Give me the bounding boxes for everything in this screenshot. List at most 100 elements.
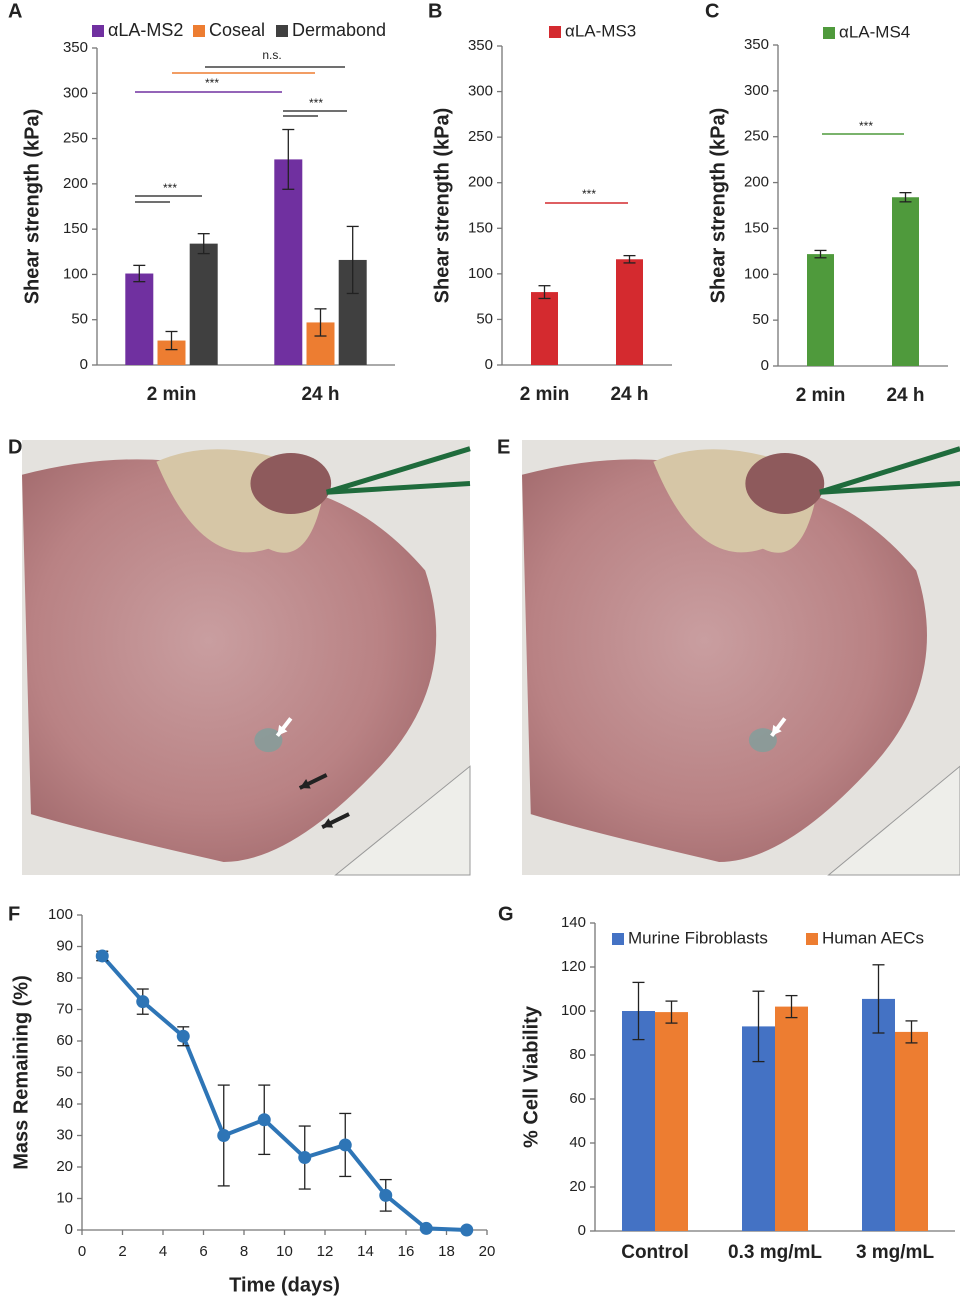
photo [522, 440, 960, 876]
y-tick-label: 350 [744, 36, 769, 53]
y-tick-label: 100 [63, 265, 88, 282]
ruler [827, 765, 960, 876]
x-tick-label: 8 [240, 1243, 248, 1260]
legend-label: Human AECs [822, 928, 924, 947]
y-tick-label: 250 [744, 128, 769, 145]
y-tick-label: 80 [56, 969, 73, 986]
y-tick-label: 50 [71, 311, 88, 328]
y-tick-label: 200 [63, 175, 88, 192]
y-tick-label: 0 [80, 356, 88, 373]
bar [655, 1012, 688, 1231]
y-tick-label: 300 [63, 84, 88, 101]
y-axis-label: Shear strength (kPa) [707, 108, 729, 304]
x-tick-label: 24 h [610, 384, 648, 405]
significance-label: *** [163, 181, 177, 195]
bar [862, 998, 895, 1231]
significance-label: n.s. [262, 48, 281, 62]
significance-label: *** [859, 119, 873, 133]
x-tick-label: 24 h [301, 384, 339, 405]
forceps [819, 446, 960, 495]
panel-label: D [8, 436, 22, 458]
legend-label: Dermabond [292, 20, 386, 40]
x-tick-label: 2 [118, 1243, 126, 1260]
data-point [419, 1221, 433, 1235]
x-tick-label: 20 [479, 1243, 496, 1260]
y-tick-label: 60 [56, 1032, 73, 1049]
y-tick-label: 10 [56, 1189, 73, 1206]
data-point [298, 1151, 312, 1165]
data-line [100, 954, 467, 1232]
y-tick-label: 0 [65, 1221, 73, 1238]
y-tick-label: 100 [561, 1002, 586, 1019]
y-tick-label: 150 [744, 219, 769, 236]
bar [616, 259, 643, 365]
bar [274, 159, 303, 365]
bar [895, 1031, 928, 1231]
x-tick-label: 2 min [147, 384, 197, 405]
significance-label: *** [205, 76, 219, 90]
sealant [254, 728, 283, 753]
bar [622, 1011, 655, 1231]
y-tick-label: 20 [569, 1178, 586, 1195]
arrow-head [771, 724, 782, 736]
legend-swatch [193, 25, 205, 37]
legend-label: αLA-MS4 [839, 22, 910, 41]
y-tick-label: 50 [752, 311, 769, 328]
x-tick-label: 2 min [520, 384, 570, 405]
arrow-head [277, 724, 288, 736]
bar [531, 292, 558, 365]
legend-swatch [823, 27, 835, 39]
y-tick-label: 70 [56, 1000, 73, 1017]
bar [125, 273, 154, 365]
vessel [745, 453, 825, 514]
y-tick-label: 20 [56, 1158, 73, 1175]
panel-label: A [8, 0, 22, 22]
legend-swatch [549, 26, 561, 38]
y-tick-label: 30 [56, 1126, 73, 1143]
x-tick-label: 0 [78, 1243, 86, 1260]
forceps [326, 481, 471, 495]
x-tick-label: Control [621, 1242, 689, 1263]
photo [22, 440, 471, 876]
y-tick-label: 300 [744, 82, 769, 99]
x-tick-label: 12 [317, 1243, 334, 1260]
x-tick-label: 10 [276, 1243, 293, 1260]
y-tick-label: 0 [578, 1222, 586, 1239]
y-axis-label: Mass Remaining (%) [10, 975, 32, 1169]
y-axis-label: % Cell Viability [520, 1005, 542, 1148]
data-point [257, 1113, 271, 1127]
data-point [217, 1129, 231, 1142]
y-tick-label: 200 [468, 174, 493, 191]
forceps [325, 446, 471, 495]
ruler [334, 765, 471, 876]
y-tick-label: 90 [56, 937, 73, 954]
y-tick-label: 60 [569, 1090, 586, 1107]
x-tick-label: 16 [398, 1243, 415, 1260]
panel-label: C [705, 0, 719, 22]
tissue [22, 459, 437, 862]
significance-label: *** [582, 187, 596, 201]
y-tick-label: 0 [761, 357, 769, 374]
legend-label: Coseal [209, 20, 265, 40]
y-tick-label: 50 [476, 310, 493, 327]
panel-label: G [498, 903, 514, 925]
sealant [748, 728, 777, 753]
y-tick-label: 140 [561, 914, 586, 931]
data-point [176, 1029, 190, 1043]
y-tick-label: 100 [468, 265, 493, 282]
bar [807, 254, 834, 366]
y-tick-label: 250 [468, 128, 493, 145]
bar [775, 1006, 808, 1231]
y-tick-label: 100 [744, 265, 769, 282]
arrow-head [322, 818, 334, 828]
y-tick-label: 80 [569, 1046, 586, 1063]
legend-label: αLA-MS2 [108, 20, 183, 40]
x-tick-label: 24 h [886, 385, 924, 406]
y-tick-label: 150 [468, 219, 493, 236]
y-tick-label: 50 [56, 1063, 73, 1080]
y-axis-label: Shear strength (kPa) [431, 108, 453, 304]
legend-swatch [806, 933, 818, 945]
data-point [379, 1188, 393, 1202]
data-point [338, 1138, 352, 1152]
